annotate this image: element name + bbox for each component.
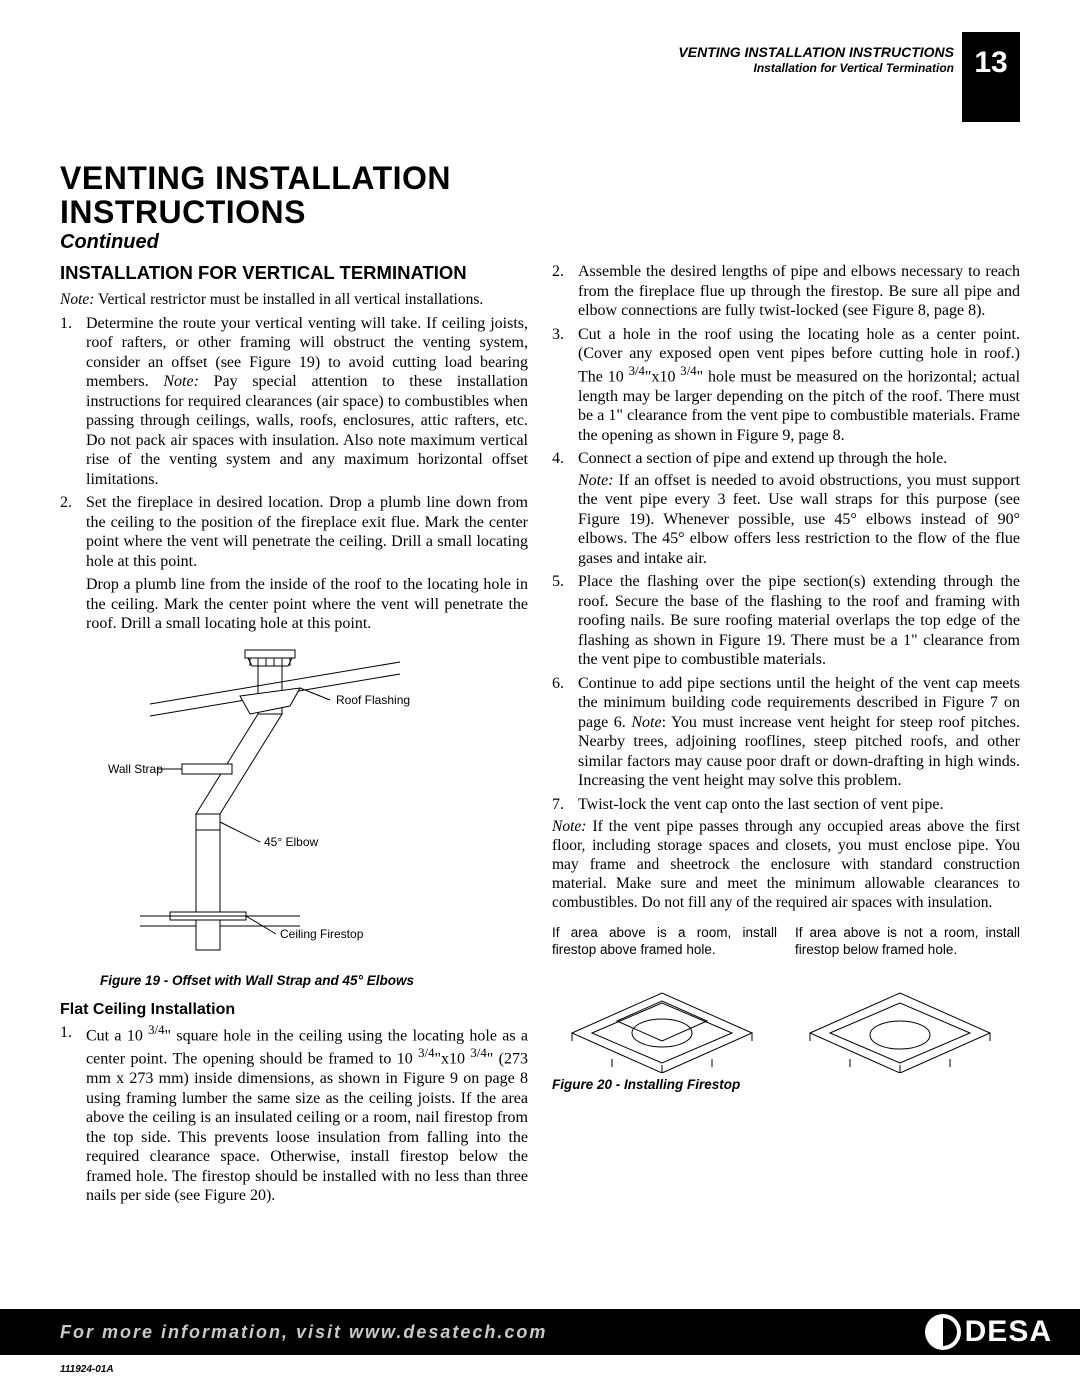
figure-20-labels: If area above is a room, install firesto… <box>552 925 1020 959</box>
fig19-elbow: 45° Elbow <box>264 835 318 849</box>
right-steps: Assemble the desired lengths of pipe and… <box>552 262 1020 814</box>
right-step-2: Assemble the desired lengths of pipe and… <box>552 262 1020 321</box>
left-step-1b: Pay special attention to these installat… <box>86 373 528 488</box>
header-line2: Installation for Vertical Termination <box>678 61 954 75</box>
right-step-4-text: Connect a section of pipe and extend up … <box>578 450 947 467</box>
bottom-note-label: Note: <box>552 818 586 835</box>
fig19-roof-flashing: Roof Flashing <box>336 693 410 707</box>
logo: DESA <box>925 1314 1052 1350</box>
footer-text: For more information, visit www.desatech… <box>60 1322 547 1343</box>
right-step-3b: "x10 <box>645 368 680 385</box>
left-step-1-note-label: Note: <box>163 373 199 390</box>
right-step-5: Place the flashing over the pipe section… <box>552 572 1020 670</box>
flat-steps: Cut a 10 3/4" square hole in the ceiling… <box>60 1023 528 1205</box>
frac-4: 3/4 <box>629 364 645 378</box>
flat-step-1a: Cut a 10 <box>86 1028 148 1045</box>
page-number: 13 <box>962 32 1020 122</box>
logo-icon <box>925 1314 961 1350</box>
columns: INSTALLATION FOR VERTICAL TERMINATION No… <box>60 262 1020 1210</box>
right-step-4-note: If an offset is needed to avoid obstruct… <box>578 472 1020 567</box>
flat-step-1d: " (273 mm x 273 mm) inside dimensions, a… <box>86 1051 528 1205</box>
note-prefix: Note: <box>60 291 94 308</box>
fig19-wall-strap: Wall Strap <box>108 762 163 776</box>
header-line1: VENTING INSTALLATION INSTRUCTIONS <box>678 44 954 61</box>
page: VENTING INSTALLATION INSTRUCTIONS Instal… <box>0 0 1080 1397</box>
left-step-1: Determine the route your vertical ventin… <box>60 314 528 490</box>
left-steps: Determine the route your vertical ventin… <box>60 314 528 572</box>
doc-number: 111924-01A <box>60 1364 114 1375</box>
right-step-7: Twist-lock the vent cap onto the last se… <box>552 795 1020 815</box>
main-heading-l1: VENTING INSTALLATION <box>60 162 1020 196</box>
flat-step-1c: "x10 <box>434 1051 470 1068</box>
figure-19: Roof Flashing Wall Strap 45° Elbow <box>100 644 528 990</box>
header-text: VENTING INSTALLATION INSTRUCTIONS Instal… <box>678 32 954 75</box>
figure-19-svg: Roof Flashing Wall Strap 45° Elbow <box>100 644 460 964</box>
fig20-right-label: If area above is not a room, install fir… <box>795 925 1020 959</box>
bottom-note-text: If the vent pipe passes through any occu… <box>552 818 1020 911</box>
main-heading-l2: INSTRUCTIONS <box>60 196 1020 230</box>
flat-step-1: Cut a 10 3/4" square hole in the ceiling… <box>60 1023 528 1205</box>
frac-5: 3/4 <box>680 364 696 378</box>
frac-3: 3/4 <box>470 1046 486 1060</box>
footer-bar: For more information, visit www.desatech… <box>0 1309 1080 1355</box>
right-step-6-note-label: Note <box>631 714 661 731</box>
fig20-left-svg <box>552 963 772 1073</box>
left-step-2a: Set the fireplace in desired location. D… <box>86 494 528 570</box>
right-step-6: Continue to add pipe sections until the … <box>552 674 1020 791</box>
figure-20-caption: Figure 20 - Installing Firestop <box>552 1077 1020 1093</box>
main-heading: VENTING INSTALLATION INSTRUCTIONS <box>60 162 1020 229</box>
right-step-4-note-label: Note: <box>578 472 614 489</box>
right-step-4: Connect a section of pipe and extend up … <box>552 449 1020 568</box>
fig20-left-label: If area above is a room, install firesto… <box>552 925 777 959</box>
section-heading: INSTALLATION FOR VERTICAL TERMINATION <box>60 262 528 285</box>
left-step-2: Set the fireplace in desired location. D… <box>60 493 528 571</box>
left-column: INSTALLATION FOR VERTICAL TERMINATION No… <box>60 262 528 1210</box>
logo-text: DESA <box>965 1315 1052 1349</box>
right-step-3: Cut a hole in the roof using the locatin… <box>552 325 1020 445</box>
fig20-right-svg <box>790 963 1010 1073</box>
vertical-restrictor-note: Note: Vertical restrictor must be instal… <box>60 291 528 310</box>
figure-20 <box>552 963 1020 1073</box>
fig19-firestop: Ceiling Firestop <box>280 927 364 941</box>
note-text: Vertical restrictor must be installed in… <box>94 291 483 308</box>
right-column: Assemble the desired lengths of pipe and… <box>552 262 1020 1210</box>
page-header: VENTING INSTALLATION INSTRUCTIONS Instal… <box>60 32 1020 122</box>
frac-1: 3/4 <box>148 1023 164 1037</box>
flat-ceiling-heading: Flat Ceiling Installation <box>60 1000 528 1020</box>
left-step-2b: Drop a plumb line from the inside of the… <box>60 575 528 634</box>
figure-19-caption: Figure 19 - Offset with Wall Strap and 4… <box>100 973 528 989</box>
frac-2: 3/4 <box>418 1046 434 1060</box>
bottom-note: Note: If the vent pipe passes through an… <box>552 818 1020 913</box>
continued-label: Continued <box>60 231 1020 254</box>
